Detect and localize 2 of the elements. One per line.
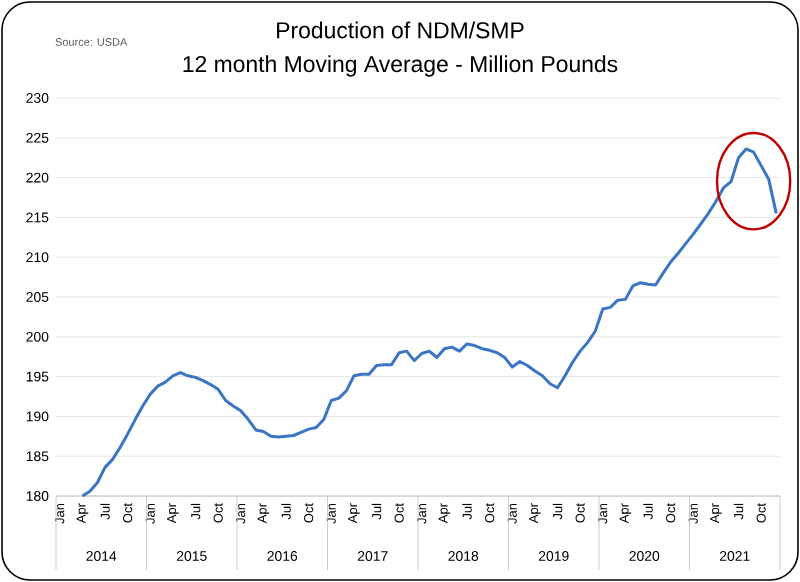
chart-subtitle: 12 month Moving Average - Million Pounds (183, 55, 618, 77)
chart-title: Production of NDM/SMP (277, 21, 524, 39)
